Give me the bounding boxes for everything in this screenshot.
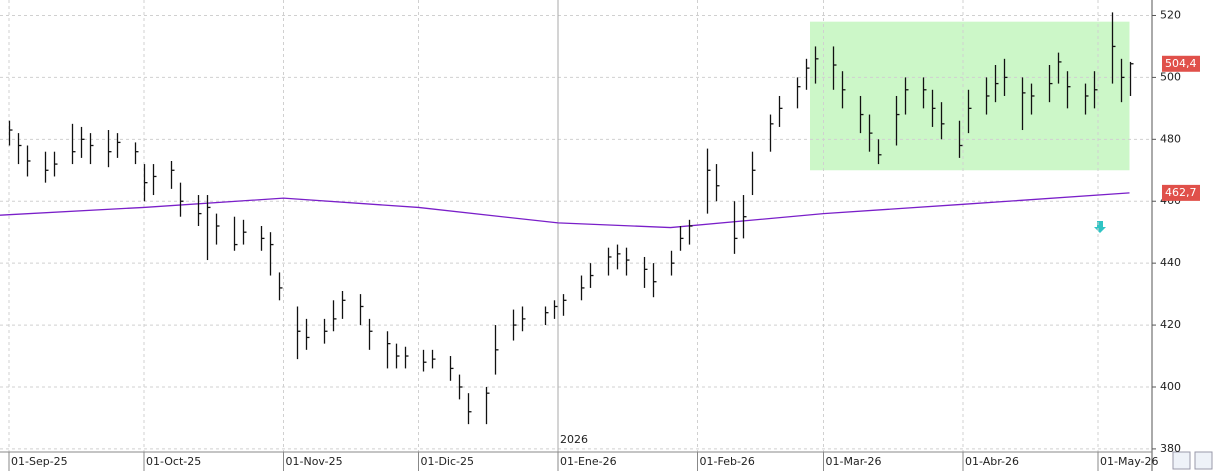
x-tick-label: 01-Mar-26 bbox=[826, 455, 882, 468]
highlight-box bbox=[810, 21, 1130, 171]
y-tick-label: 380 bbox=[1160, 442, 1181, 455]
last-value-label: 462,7 bbox=[1165, 186, 1197, 199]
last-value-label: 504,4 bbox=[1165, 57, 1197, 70]
y-tick-label: 400 bbox=[1160, 380, 1181, 393]
x-tick-label: 01-Sep-25 bbox=[11, 455, 68, 468]
x-tick-label: 01-Abr-26 bbox=[965, 455, 1019, 468]
toolbar-button[interactable] bbox=[1194, 451, 1213, 470]
last-value-tag bbox=[1162, 55, 1200, 72]
x-tick-label: 01-Nov-25 bbox=[286, 455, 343, 468]
x-tick-label: 01-May-26 bbox=[1100, 455, 1158, 468]
y-tick-label: 420 bbox=[1160, 318, 1181, 331]
y-tick-label: 480 bbox=[1160, 132, 1181, 145]
y-tick-label: 500 bbox=[1160, 70, 1181, 83]
x-tick-label: 01-Dic-25 bbox=[421, 455, 475, 468]
x-tick-label: 01-Oct-25 bbox=[146, 455, 201, 468]
y-tick-label: 520 bbox=[1160, 8, 1181, 21]
y-tick-label: 440 bbox=[1160, 256, 1181, 269]
x-tick-label: 01-Feb-26 bbox=[700, 455, 755, 468]
moving-average bbox=[0, 192, 1130, 229]
year-label: 2026 bbox=[560, 433, 588, 446]
last-value-tag bbox=[1162, 184, 1200, 201]
x-tick-label: 01-Ene-26 bbox=[560, 455, 617, 468]
toolbar-button[interactable] bbox=[1172, 451, 1191, 470]
signal-arrow bbox=[1094, 221, 1106, 233]
